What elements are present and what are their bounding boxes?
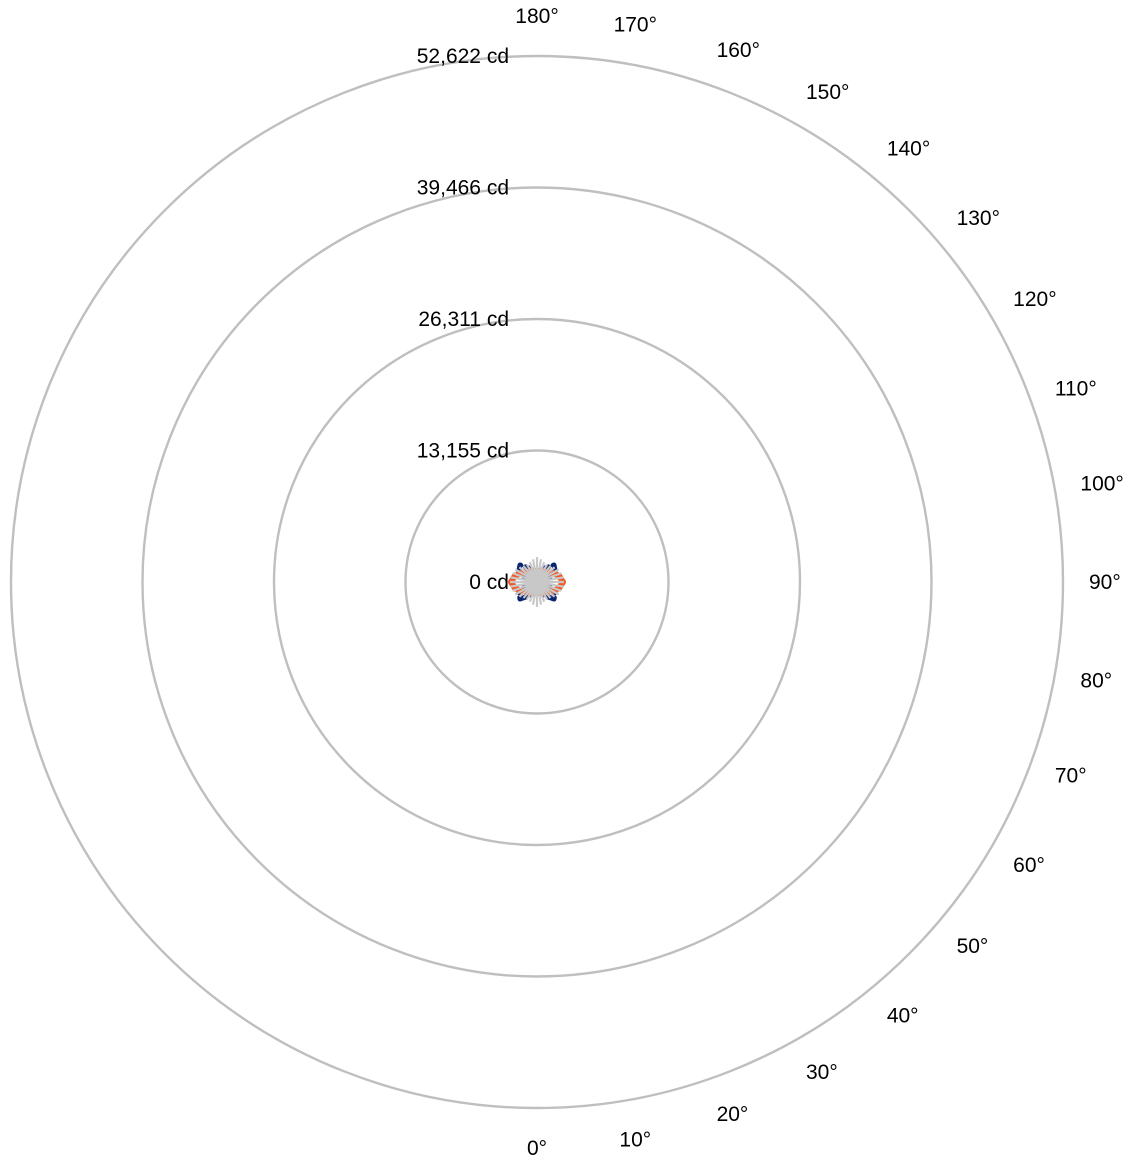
radial-tick-label: 52,622 cd <box>417 45 509 68</box>
radial-tick-label: 39,466 cd <box>417 177 509 200</box>
angle-tick-label: 120° <box>1013 288 1056 311</box>
angle-tick-label: 50° <box>957 935 989 958</box>
series-layer <box>508 557 566 607</box>
grid-ring-4 <box>9 54 1065 1110</box>
angle-tick-label: 30° <box>806 1061 838 1084</box>
radial-tick-label: 0 cd <box>469 571 509 594</box>
angle-tick-label: 100° <box>1080 473 1123 496</box>
angle-tick-label: 70° <box>1055 765 1087 788</box>
angle-tick-label: 110° <box>1055 377 1097 400</box>
radial-tick-label: 13,155 cd <box>417 440 509 463</box>
angle-tick-label: 180° <box>515 5 558 28</box>
angle-tick-label: 90° <box>1089 571 1121 594</box>
angle-tick-label: 130° <box>957 207 1000 230</box>
angle-tick-labels: 0° 10° 20° 30° 40° 50° 60° 70° 80° 90° 100° 110° 120… <box>515 5 1124 1160</box>
angle-tick-label: 140° <box>887 137 930 160</box>
grid-ring-3 <box>141 186 933 978</box>
angle-tick-label: 20° <box>717 1103 749 1126</box>
angle-tick-label: 170° <box>614 14 657 37</box>
angle-tick-label: 0° <box>527 1137 547 1160</box>
grid-ring-1 <box>404 449 670 715</box>
radial-tick-label: 26,311 cd <box>418 308 509 331</box>
angle-tick-label: 40° <box>887 1005 919 1028</box>
grid-ring-2 <box>272 317 802 847</box>
angle-tick-label: 150° <box>806 81 849 104</box>
angle-tick-label: 10° <box>619 1128 651 1151</box>
radial-tick-labels: 0 cd 13,155 cd 26,311 cd 39,466 cd 52,622 cd <box>417 45 509 594</box>
angle-tick-label: 160° <box>717 39 760 62</box>
angle-tick-label: 60° <box>1013 854 1045 877</box>
radial-grid <box>9 54 1065 1110</box>
angle-tick-label: 80° <box>1080 669 1112 692</box>
